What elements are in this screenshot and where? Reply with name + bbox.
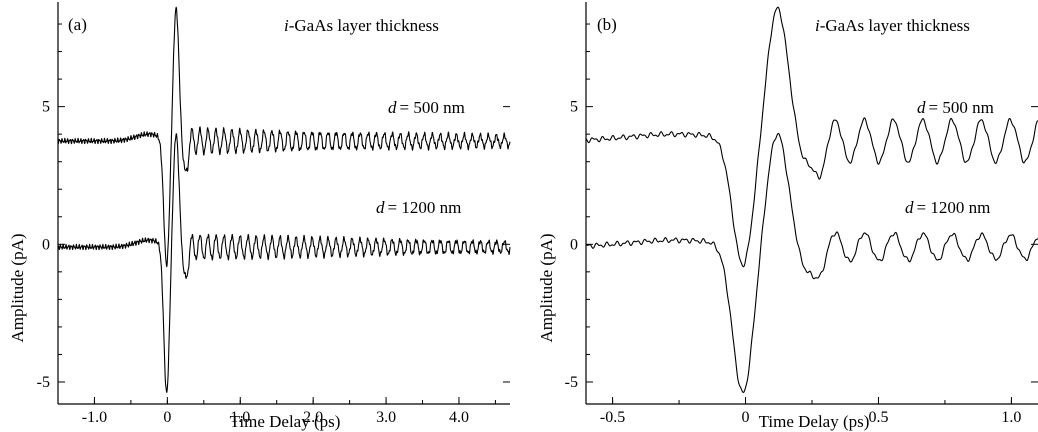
y-tick-label: 0 (42, 236, 50, 253)
panel-a-label-500-text: = 500 nm (400, 98, 465, 117)
x-tick-label: -1.0 (82, 409, 107, 426)
panel-a-axes (57, 2, 510, 405)
series-line-d1200 (57, 133, 511, 393)
x-tick-label: -0.5 (600, 409, 625, 426)
panel-a-label: (a) (68, 15, 87, 34)
y-tick-label: 5 (570, 99, 578, 116)
panel-a-d-symbol-500: d (388, 98, 397, 117)
x-tick-label: 2.0 (303, 409, 323, 426)
panel-a-label-500: d = 500 nm (388, 98, 465, 117)
panel-a-heading-italic: i (284, 16, 289, 35)
series-line-d500 (57, 6, 511, 268)
x-tick-label: 1.0 (230, 409, 250, 426)
panel-b-traces (585, 6, 1038, 393)
series-line-d500 (585, 6, 1038, 268)
panel-b-ylabel: Amplitude (pA) (537, 233, 556, 342)
panel-b-d-symbol-1200: d (905, 198, 914, 217)
panel-a-heading-rest: -GaAs layer thickness (289, 16, 439, 35)
y-tick-label: 0 (570, 236, 578, 253)
x-tick-label: 4.0 (449, 409, 469, 426)
x-tick-label: 0 (163, 409, 171, 426)
panel-b-label-1200-text: = 1200 nm (917, 198, 991, 217)
panel-a-xlabel: Time Delay (ps) (230, 412, 341, 431)
series-line-d1200 (585, 132, 1038, 393)
y-tick-label: -5 (565, 374, 578, 391)
y-tick-label: 5 (42, 99, 50, 116)
panel-a-heading: i-GaAs layer thickness (284, 16, 439, 35)
x-tick-label: 1.0 (1001, 409, 1021, 426)
panel-b-xlabel: Time Delay (ps) (759, 412, 870, 431)
panel-b-ticks: -0.5 0 0.5 1.0 -5 0 5 (565, 23, 1038, 426)
x-tick-label: 3.0 (376, 409, 396, 426)
panel-b-heading-italic: i (815, 16, 820, 35)
panel-a: -1.0 0 1.0 2.0 3.0 4.0 -5 0 5 (a) i-GaAs layer t… (8, 2, 511, 431)
panel-b-heading: i-GaAs layer thickness (815, 16, 970, 35)
panel-a-ylabel: Amplitude (pA) (8, 233, 27, 342)
panel-a-d-symbol-1200: d (376, 198, 385, 217)
panel-b-label-1200: d = 1200 nm (905, 198, 990, 217)
x-tick-label: 0 (742, 409, 750, 426)
panel-b-label-500: d = 500 nm (917, 98, 994, 117)
panel-a-ticks: -1.0 0 1.0 2.0 3.0 4.0 -5 0 5 (37, 23, 510, 426)
panel-b-label: (b) (597, 15, 617, 34)
panel-b: -0.5 0 0.5 1.0 -5 0 5 (b) i-GaAs layer thickne… (537, 2, 1038, 431)
panel-a-label-1200: d = 1200 nm (376, 198, 461, 217)
panel-a-traces (57, 6, 511, 393)
panel-b-label-500-text: = 500 nm (929, 98, 994, 117)
panel-a-label-1200-text: = 1200 nm (388, 198, 462, 217)
panel-b-d-symbol-500: d (917, 98, 926, 117)
panel-b-heading-rest: -GaAs layer thickness (820, 16, 970, 35)
y-tick-label: -5 (37, 374, 50, 391)
x-tick-label: 0.5 (868, 409, 888, 426)
